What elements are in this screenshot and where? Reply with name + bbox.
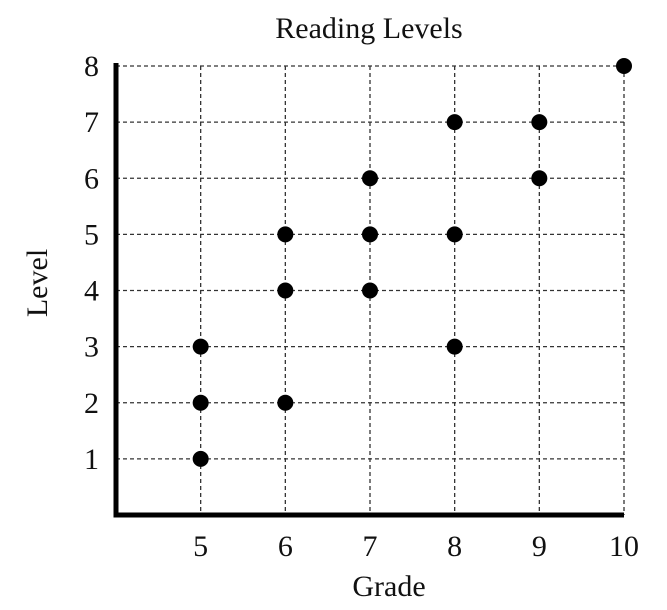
data-point-5 [277,226,294,243]
y-tick-label-3: 3 [84,331,99,364]
y-tick-label-2: 2 [84,387,99,420]
data-point-4 [277,282,294,299]
chart-title: Reading Levels [275,12,462,45]
x-tick-label-7: 7 [363,530,378,563]
data-points [192,58,632,467]
y-tick-label-1: 1 [84,443,99,476]
x-tick-label-6: 6 [278,530,293,563]
data-point-1 [192,394,209,411]
y-tick-label-5: 5 [84,218,99,251]
y-axis-label: Level [21,249,54,317]
axes [113,63,624,518]
data-point-12 [531,170,548,187]
data-point-11 [446,114,463,131]
data-point-7 [362,226,378,243]
y-tick-label-7: 7 [84,106,99,139]
x-tick-label-8: 8 [447,530,462,563]
data-point-13 [531,114,548,131]
data-point-3 [277,394,294,411]
x-axis-label: Grade [352,570,425,603]
data-point-0 [192,450,209,467]
y-tick-label-8: 8 [84,50,99,83]
data-point-2 [192,338,209,355]
data-point-14 [616,58,632,74]
y-tick-label-4: 4 [84,275,99,308]
tick-labels: 5 6 7 8 9 10 1 2 3 4 5 6 7 8 [84,50,639,563]
data-point-10 [446,226,463,243]
y-tick-label-6: 6 [84,162,99,195]
x-tick-label-9: 9 [532,530,547,563]
x-tick-label-10: 10 [609,530,639,563]
data-point-8 [362,170,378,187]
data-point-9 [446,338,463,355]
x-tick-label-5: 5 [193,530,208,563]
data-point-6 [362,282,378,299]
